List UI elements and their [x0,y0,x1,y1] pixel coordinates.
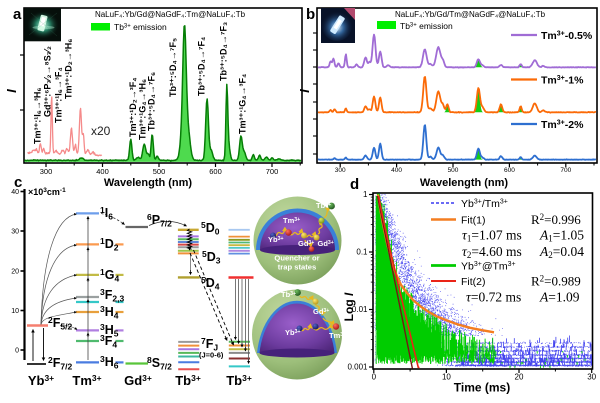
svg-text:Fit(1): Fit(1) [461,215,486,227]
svg-text:300: 300 [40,167,53,176]
svg-text:Tb³⁺:⁵D₄→⁷F₆: Tb³⁺:⁵D₄→⁷F₆ [147,72,157,131]
svg-text:5D0: 5D0 [201,220,220,237]
svg-text:30: 30 [587,373,596,382]
svg-text:Tm3+-1%: Tm3+-1% [541,75,584,87]
svg-text:3H6: 3H6 [100,354,119,371]
svg-text:7FJ: 7FJ [201,336,218,353]
svg-text:2F5/2: 2F5/2 [48,315,72,332]
svg-text:d: d [350,176,359,193]
svg-text:×103cm-1: ×103cm-1 [28,187,66,197]
svg-text:600: 600 [504,167,515,174]
svg-text:3F2,3: 3F2,3 [100,287,124,304]
svg-text:Tm³⁺:¹D₂→³F₄: Tm³⁺:¹D₂→³F₄ [128,77,138,137]
svg-text:6P7/2: 6P7/2 [147,212,172,229]
svg-text:20: 20 [515,373,524,382]
svg-text:Tm³⁺:¹G₄→³H₆: Tm³⁺:¹G₄→³H₆ [138,79,148,140]
svg-text:30: 30 [11,229,19,236]
svg-text:0.001: 0.001 [347,363,368,372]
svg-text:400: 400 [391,167,402,174]
svg-text:5D3: 5D3 [202,249,221,266]
svg-text:NaLuF₄:Yb/Gd@NaGdF₄:Tm@NaLuF₄:: NaLuF₄:Yb/Gd@NaGdF₄:Tm@NaLuF₄:Tb [95,10,246,19]
svg-text:Yb3+: Yb3+ [268,235,284,244]
svg-text:Wavelength (nm): Wavelength (nm) [420,177,509,189]
svg-text:Quencher or: Quencher or [274,254,319,263]
svg-text:Tb3+: Tb3+ [316,201,331,210]
svg-text:I: I [297,89,312,93]
svg-text:τ2=4.60 ms: τ2=4.60 ms [462,244,522,260]
svg-text:1D2: 1D2 [100,236,119,253]
svg-text:500: 500 [448,167,459,174]
svg-text:500: 500 [153,167,166,176]
svg-text:Gd3+: Gd3+ [298,239,314,248]
svg-text:Gd3+: Gd3+ [318,239,334,248]
svg-text:700: 700 [560,167,571,174]
svg-text:1: 1 [363,190,368,199]
svg-text:1I6: 1I6 [100,205,113,222]
svg-text:0.1: 0.1 [356,248,368,257]
svg-text:Tm3+: Tm3+ [283,216,300,225]
svg-text:Tb³⁺:⁵D₄→⁷F₅: Tb³⁺:⁵D₄→⁷F₅ [168,38,178,97]
svg-text:Tb3+ emission: Tb3+ emission [114,22,167,32]
svg-text:x20: x20 [91,124,111,138]
svg-text:Tb³⁺:⁵D₄→⁷F₄: Tb³⁺:⁵D₄→⁷F₄ [197,37,207,96]
svg-text:I: I [4,89,19,93]
svg-text:3F4: 3F4 [100,333,117,350]
svg-text:NaLuF₄:Yb/Gd/Tm@NaGdF₄@NaLuF₄:: NaLuF₄:Yb/Gd/Tm@NaGdF₄@NaLuF₄:Tb [395,10,546,19]
svg-text:Wavelength (nm): Wavelength (nm) [104,177,193,189]
svg-text:Tm3+: Tm3+ [329,331,346,340]
svg-text:Tm³⁺:¹D₂→³H₆: Tm³⁺:¹D₂→³H₆ [64,39,74,99]
svg-text:Fit(2): Fit(2) [461,276,486,288]
svg-text:Tb3+: Tb3+ [281,290,296,299]
svg-text:(J=0-6): (J=0-6) [199,351,224,360]
svg-text:20: 20 [11,269,19,276]
svg-text:10: 10 [11,308,19,315]
svg-text:Gd³⁺:⁶P₇⁄₂→⁸S₇⁄₂: Gd³⁺:⁶P₇⁄₂→⁸S₇⁄₂ [43,46,53,117]
svg-text:300: 300 [335,167,346,174]
svg-text:Tm3+-0.5%: Tm3+-0.5% [541,30,593,42]
svg-text:b: b [306,6,315,23]
svg-text:Tm³⁺:¹I₆→³F₄: Tm³⁺:¹I₆→³F₄ [54,67,64,123]
svg-text:10: 10 [442,373,451,382]
svg-text:0: 0 [372,373,377,382]
svg-text:Yb3+/Tm3+: Yb3+/Tm3+ [461,198,508,210]
svg-text:R2=0.996: R2=0.996 [531,212,581,227]
svg-text:Tm3+-2%: Tm3+-2% [541,119,584,131]
svg-text:0.01: 0.01 [352,305,368,314]
svg-text:0: 0 [15,348,19,355]
svg-text:Tb3+ emission: Tb3+ emission [400,21,453,31]
svg-text:Tb³⁺:⁵D₄→⁷F₃: Tb³⁺:⁵D₄→⁷F₃ [219,22,229,81]
svg-text:40: 40 [11,189,19,196]
svg-text:A=1.09: A=1.09 [539,290,580,305]
svg-text:Log I: Log I [342,292,356,321]
svg-text:Gd3+: Gd3+ [313,307,329,316]
svg-text:8S7/2: 8S7/2 [147,355,172,372]
svg-text:Tm³⁺:¹G₄→³F₄: Tm³⁺:¹G₄→³F₄ [238,74,248,134]
svg-text:600: 600 [209,167,222,176]
svg-text:3H5: 3H5 [100,322,119,339]
svg-text:trap states: trap states [278,263,316,272]
svg-text:5D4: 5D4 [201,275,220,292]
svg-text:A2=0.04: A2=0.04 [539,244,584,260]
svg-text:Yb3+@Tm3+: Yb3+@Tm3+ [461,261,516,273]
svg-text:Time (ms): Time (ms) [454,381,510,395]
svg-text:700: 700 [266,167,279,176]
svg-text:τ=0.72 ms: τ=0.72 ms [466,290,521,305]
svg-text:3H4: 3H4 [100,304,119,321]
svg-text:τ1=1.07 ms: τ1=1.07 ms [462,228,522,244]
svg-text:Tm³⁺:¹I₆→³H₆: Tm³⁺:¹I₆→³H₆ [33,88,43,144]
svg-text:Yb3+: Yb3+ [285,328,301,337]
svg-text:R2=0.989: R2=0.989 [531,274,581,289]
svg-text:1G4: 1G4 [100,267,119,284]
svg-text:400: 400 [96,167,109,176]
svg-text:a: a [13,6,22,23]
svg-text:2F7/2: 2F7/2 [48,355,72,372]
svg-text:A1=1.05: A1=1.05 [539,228,584,244]
svg-text:c: c [14,174,22,191]
